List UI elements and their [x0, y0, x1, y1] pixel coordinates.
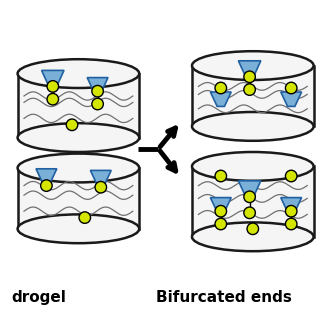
Ellipse shape: [47, 81, 59, 92]
Ellipse shape: [95, 181, 107, 193]
Ellipse shape: [244, 84, 255, 95]
Ellipse shape: [192, 112, 314, 141]
Polygon shape: [281, 198, 302, 212]
Ellipse shape: [18, 214, 139, 243]
Text: Bifurcated ends: Bifurcated ends: [156, 290, 292, 305]
Polygon shape: [238, 181, 261, 197]
Ellipse shape: [79, 212, 91, 223]
Ellipse shape: [244, 71, 255, 83]
Ellipse shape: [192, 152, 314, 181]
Polygon shape: [42, 70, 64, 86]
Text: drogel: drogel: [11, 290, 66, 305]
Ellipse shape: [18, 154, 139, 182]
Polygon shape: [238, 61, 261, 77]
Ellipse shape: [92, 85, 103, 97]
Ellipse shape: [215, 218, 227, 230]
Ellipse shape: [285, 170, 297, 182]
Ellipse shape: [247, 223, 259, 235]
Ellipse shape: [192, 222, 314, 251]
Ellipse shape: [215, 82, 227, 94]
Ellipse shape: [285, 218, 297, 230]
Polygon shape: [87, 78, 108, 92]
Ellipse shape: [41, 180, 52, 191]
Ellipse shape: [66, 119, 78, 131]
Ellipse shape: [285, 82, 297, 94]
Bar: [18, 168, 139, 229]
Ellipse shape: [18, 123, 139, 152]
Ellipse shape: [92, 98, 103, 110]
Bar: [192, 66, 314, 126]
Polygon shape: [211, 92, 231, 106]
Ellipse shape: [244, 207, 255, 219]
Ellipse shape: [47, 93, 59, 105]
Polygon shape: [211, 198, 231, 212]
Ellipse shape: [285, 205, 297, 217]
Polygon shape: [36, 169, 57, 183]
Ellipse shape: [192, 51, 314, 80]
Ellipse shape: [215, 170, 227, 182]
Ellipse shape: [215, 205, 227, 217]
Polygon shape: [281, 92, 302, 106]
Bar: [192, 166, 314, 237]
Ellipse shape: [244, 191, 255, 203]
Bar: [18, 74, 139, 138]
Polygon shape: [91, 170, 111, 185]
Ellipse shape: [18, 59, 139, 88]
